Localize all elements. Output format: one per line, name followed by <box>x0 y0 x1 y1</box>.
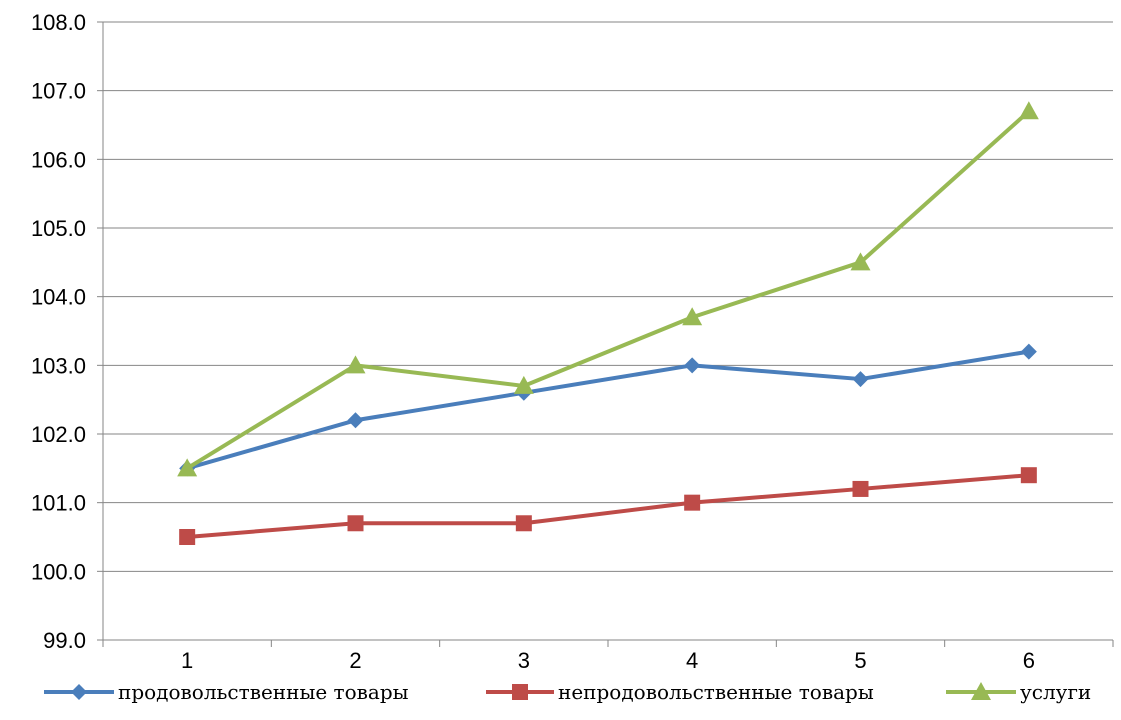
y-tick-label: 105.0 <box>31 216 86 241</box>
data-point <box>345 355 366 374</box>
y-tick-label: 106.0 <box>31 147 86 172</box>
legend-marker <box>971 682 991 700</box>
y-tick-label: 102.0 <box>31 422 86 447</box>
y-tick-label: 107.0 <box>31 79 86 104</box>
gridlines <box>103 21 1113 572</box>
data-point <box>347 515 364 532</box>
data-point <box>850 252 871 271</box>
y-tick-label: 100.0 <box>31 559 86 584</box>
legend-label: непродовольственные товары <box>558 680 874 704</box>
legend-marker <box>512 684 528 700</box>
series-line <box>187 473 1029 539</box>
legend-item-1: продовольственные товары <box>44 680 409 704</box>
legend-item-2: непродовольственные товары <box>486 680 874 704</box>
x-tick-label: 3 <box>518 648 530 673</box>
data-point <box>177 458 198 477</box>
x-tick-label: 5 <box>854 648 866 673</box>
data-point <box>179 529 196 545</box>
legend-marker <box>71 684 87 700</box>
x-tick-label: 6 <box>1023 648 1035 673</box>
legend-label: услуги <box>1020 680 1091 704</box>
data-point <box>1018 101 1039 120</box>
data-point <box>684 357 701 374</box>
x-tick-label: 4 <box>686 648 698 673</box>
y-tick-label: 104.0 <box>31 285 86 310</box>
data-point <box>852 371 869 388</box>
series-3 <box>177 101 1039 477</box>
y-tick-label: 101.0 <box>31 491 86 516</box>
legend: продовольственные товары непродовольствен… <box>44 680 1091 704</box>
series-lines <box>177 101 1039 545</box>
data-point <box>1020 467 1037 484</box>
series-1 <box>179 343 1037 477</box>
data-point <box>852 480 869 497</box>
data-point <box>684 494 701 511</box>
data-point <box>513 375 534 394</box>
y-tick-label: 108.0 <box>31 10 86 35</box>
x-tick-label: 1 <box>181 648 193 673</box>
data-point <box>347 412 364 429</box>
axes: 99.0 100.0 101.0 102.0 103.0 104.0 105.0 106.0 1… <box>31 10 1114 673</box>
series-line <box>186 349 1030 471</box>
data-point <box>1020 343 1037 360</box>
data-point <box>515 515 532 532</box>
y-tick-label: 103.0 <box>31 353 86 378</box>
series-2 <box>179 467 1037 545</box>
data-point <box>682 307 703 326</box>
y-tick-label: 99.0 <box>43 628 86 653</box>
series-line <box>186 109 1031 471</box>
x-tick-label: 2 <box>349 648 361 673</box>
legend-label: продовольственные товары <box>118 680 409 704</box>
legend-item-3: услуги <box>946 680 1091 704</box>
